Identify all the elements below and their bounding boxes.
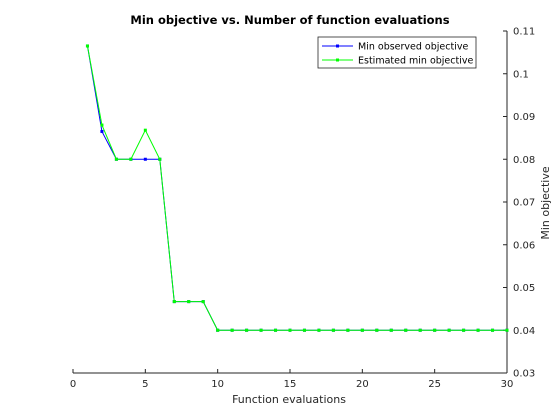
chart-title: Min objective vs. Number of function eva… bbox=[130, 13, 449, 27]
y-axis-label: Min objective bbox=[539, 166, 552, 239]
data-point bbox=[129, 157, 133, 161]
data-point bbox=[360, 328, 364, 332]
data-point bbox=[230, 328, 234, 332]
data-point bbox=[447, 328, 451, 332]
data-point bbox=[375, 328, 379, 332]
data-point bbox=[317, 328, 321, 332]
y-tick-label: 0.1 bbox=[513, 69, 529, 80]
data-point bbox=[100, 123, 104, 127]
data-point bbox=[418, 328, 422, 332]
data-point bbox=[404, 328, 408, 332]
y-tick-label: 0.08 bbox=[513, 155, 535, 166]
data-point bbox=[187, 300, 191, 304]
data-point bbox=[302, 328, 306, 332]
data-point bbox=[245, 328, 249, 332]
plot-frame bbox=[73, 31, 507, 373]
data-point bbox=[143, 157, 147, 161]
x-tick-label: 15 bbox=[284, 379, 297, 390]
x-axis-ticks: 0 5 10 15 20 25 30 bbox=[70, 369, 514, 390]
data-point bbox=[172, 300, 176, 304]
y-axis-ticks: 0.03 0.04 0.05 0.06 0.07 0.08 0.09 0.1 0.11 bbox=[503, 27, 535, 380]
data-point bbox=[274, 328, 278, 332]
series-estimated-min bbox=[85, 44, 509, 332]
y-tick-label: 0.07 bbox=[513, 198, 535, 209]
legend-label-min-observed: Min observed objective bbox=[358, 42, 468, 53]
data-point bbox=[114, 157, 118, 161]
data-point bbox=[346, 328, 350, 332]
data-point bbox=[100, 129, 104, 133]
data-point bbox=[389, 328, 393, 332]
series-line bbox=[86, 45, 507, 331]
series-layer bbox=[85, 44, 509, 332]
y-tick-label: 0.03 bbox=[513, 369, 535, 380]
y-tick-label: 0.09 bbox=[513, 112, 535, 123]
data-point bbox=[85, 44, 89, 48]
y-tick-label: 0.06 bbox=[513, 240, 535, 251]
plot-area bbox=[73, 31, 507, 373]
legend: Min observed objective Estimated min obj… bbox=[317, 36, 477, 69]
x-tick-label: 10 bbox=[211, 379, 224, 390]
data-point bbox=[505, 328, 509, 332]
data-point bbox=[259, 328, 263, 332]
data-point bbox=[201, 300, 205, 304]
legend-box bbox=[317, 36, 477, 69]
data-point bbox=[288, 328, 292, 332]
data-point bbox=[331, 328, 335, 332]
legend-marker-estimated-min bbox=[336, 58, 339, 62]
x-axis-label: Function evaluations bbox=[232, 393, 346, 406]
x-tick-label: 20 bbox=[356, 379, 369, 390]
data-point bbox=[143, 128, 147, 132]
x-tick-label: 25 bbox=[428, 379, 441, 390]
x-tick-label: 30 bbox=[501, 379, 514, 390]
y-tick-label: 0.04 bbox=[513, 326, 535, 337]
data-point bbox=[476, 328, 480, 332]
y-tick-label: 0.05 bbox=[513, 283, 535, 294]
legend-label-estimated-min: Estimated min objective bbox=[358, 56, 473, 67]
x-tick-label: 0 bbox=[70, 379, 76, 390]
y-tick-label: 0.11 bbox=[513, 27, 535, 38]
data-point bbox=[158, 157, 162, 161]
x-tick-label: 5 bbox=[142, 379, 148, 390]
data-point bbox=[216, 328, 220, 332]
legend-marker-min-observed bbox=[336, 44, 339, 48]
data-point bbox=[462, 328, 466, 332]
data-point bbox=[491, 328, 495, 332]
data-point bbox=[433, 328, 437, 332]
